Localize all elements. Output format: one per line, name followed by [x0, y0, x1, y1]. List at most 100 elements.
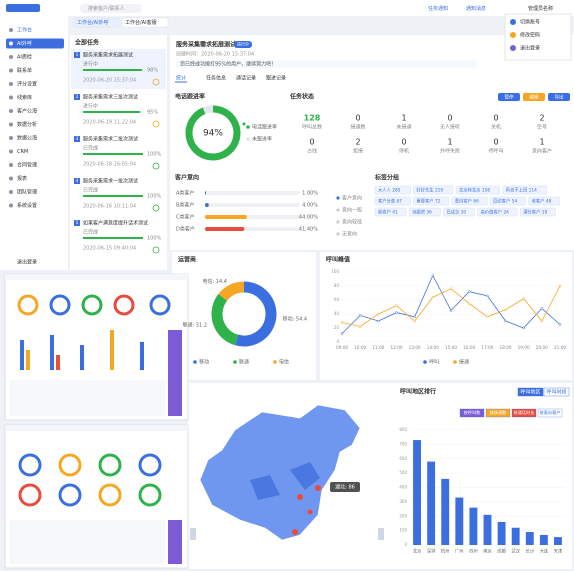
x-tick-label: 10:00 — [354, 345, 366, 350]
task-status-icon — [152, 162, 160, 170]
nav-item[interactable]: 合同管理 — [17, 162, 37, 169]
nav-item[interactable]: AI质检 — [17, 54, 32, 61]
map-region[interactable] — [199, 404, 361, 541]
tag-chip[interactable] — [374, 196, 411, 206]
menu-item[interactable]: 修改密码 — [520, 32, 540, 39]
task-status: 进行中 — [83, 61, 98, 68]
bar[interactable] — [525, 532, 534, 545]
bar[interactable] — [483, 514, 492, 545]
filter-button[interactable] — [511, 408, 537, 418]
nav-item[interactable]: 线索库 — [17, 94, 32, 101]
detail-button[interactable] — [548, 93, 570, 101]
map-pin[interactable] — [292, 485, 321, 535]
nav-item[interactable]: 评分设置 — [17, 81, 37, 88]
detail-button[interactable] — [498, 93, 520, 101]
tag-chip[interactable] — [451, 196, 488, 206]
nav-footer[interactable]: 退出登录 — [17, 259, 37, 266]
bar[interactable] — [539, 534, 548, 545]
tab[interactable] — [121, 17, 169, 28]
tag-chip[interactable] — [443, 207, 475, 217]
chart-title: 电话跟进率 — [175, 93, 205, 101]
task-name[interactable]: 服务采集需求三批次测试 — [83, 94, 138, 101]
search-box[interactable] — [80, 4, 142, 13]
nav-item[interactable]: 系统设置 — [17, 202, 37, 209]
tag-chip[interactable] — [374, 185, 411, 195]
next-arrow[interactable] — [378, 528, 384, 540]
tag-chip[interactable] — [520, 207, 556, 217]
nav-item[interactable]: 工作台 — [17, 27, 32, 34]
menu-item[interactable]: 切换账号 — [520, 19, 540, 26]
status-label: 呼叫总数 — [302, 124, 322, 131]
detail-tab[interactable]: 跟进记录 — [266, 75, 286, 82]
task-name[interactable]: 服务采集需求二批次测试 — [83, 136, 138, 143]
nav-item[interactable]: CRM — [17, 149, 28, 155]
task-status-icon — [152, 246, 160, 254]
nav-item[interactable]: 客户公海 — [17, 108, 37, 115]
status-label: 空号 — [537, 124, 547, 131]
x-tick-label: 杭州 — [441, 548, 450, 555]
pie-slice — [185, 105, 241, 161]
task-name[interactable]: 服务采集需求拓展测试 — [83, 52, 133, 59]
task-name[interactable]: 如果客户满意度提升话术测试 — [83, 220, 148, 227]
x-tick-label: 20:00 — [536, 345, 548, 350]
bar[interactable] — [455, 497, 464, 545]
legend-label: 意向较低 — [342, 219, 362, 226]
bar[interactable] — [497, 522, 506, 545]
category-label: C类客户 — [176, 214, 195, 221]
legend-label: 电信 — [279, 359, 289, 366]
x-tick-label: 苏州 — [469, 548, 478, 555]
filter-button[interactable] — [485, 408, 511, 418]
detail-tab[interactable]: 统计 — [176, 75, 186, 82]
tag-chip[interactable] — [477, 207, 518, 217]
region-tab[interactable] — [517, 387, 544, 397]
tag-chip[interactable] — [374, 207, 407, 217]
bar[interactable] — [441, 478, 450, 545]
bar[interactable] — [554, 537, 562, 545]
nav-item[interactable]: 数据公海 — [17, 135, 37, 142]
task-status-title: 任务状态 — [289, 93, 314, 101]
filter-button[interactable] — [537, 408, 563, 418]
y-tick-label: 600 — [399, 456, 407, 461]
point — [431, 295, 435, 299]
tag-chip[interactable] — [413, 196, 449, 206]
carrier-panel — [172, 252, 316, 380]
detail-button[interactable] — [523, 93, 545, 101]
menu-item[interactable]: 退出登录 — [520, 45, 540, 52]
tag-chip[interactable] — [455, 185, 500, 195]
filter-button[interactable] — [459, 408, 485, 418]
nav-item[interactable]: AI外呼 — [17, 40, 32, 47]
nav-item[interactable]: 联系单 — [17, 67, 32, 74]
progress-bar — [83, 153, 143, 155]
bar[interactable] — [413, 440, 421, 545]
peak-panel — [320, 252, 572, 380]
tag-chip[interactable] — [490, 196, 526, 206]
detail-button-label: 编辑 — [530, 94, 539, 101]
tag-chip[interactable] — [413, 185, 454, 195]
y-tick-label: 40 — [334, 311, 340, 316]
bar[interactable] — [469, 507, 478, 545]
detail-tab[interactable]: 通话记录 — [236, 75, 256, 82]
tab[interactable] — [73, 17, 121, 28]
tags-title: 标签分组 — [374, 174, 399, 182]
tag-text: 北京转北京 156 — [459, 187, 490, 194]
nav-item[interactable]: 数据分析 — [17, 121, 37, 128]
bar[interactable] — [427, 461, 436, 545]
region-tab[interactable] — [543, 387, 570, 397]
task-name[interactable]: 服务采集需求一批次测试 — [83, 178, 138, 185]
nav-item[interactable]: 团队管理 — [17, 189, 37, 196]
hint-bg — [176, 60, 476, 68]
nav-item[interactable]: 报表 — [17, 175, 27, 182]
filter-button-label: 按接通数 — [490, 409, 508, 416]
tag-chip[interactable] — [502, 185, 547, 195]
prev-arrow[interactable] — [190, 528, 196, 540]
legend-label: 接通 — [459, 359, 469, 366]
tag-text: 老客户 48 — [532, 198, 552, 205]
map-province[interactable] — [250, 462, 320, 500]
tag-chip[interactable] — [528, 196, 560, 206]
nav-icon — [9, 122, 13, 127]
bar[interactable] — [511, 527, 520, 545]
tag-chip[interactable] — [409, 207, 441, 217]
y-tick-label: 80 — [334, 283, 340, 288]
x-tick-label: 19:00 — [518, 345, 530, 350]
detail-tab[interactable]: 任务信息 — [206, 75, 226, 82]
